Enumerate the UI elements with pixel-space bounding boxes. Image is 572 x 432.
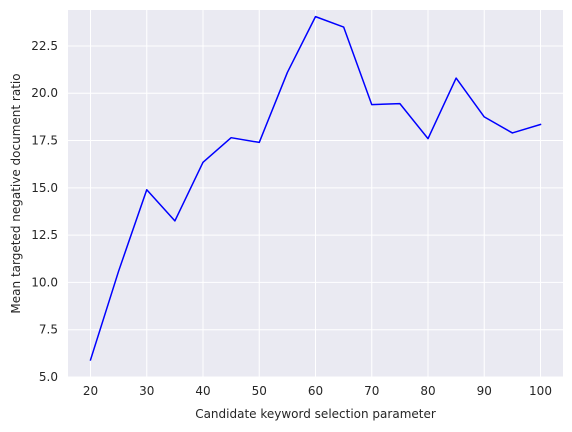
x-tick-label: 60 bbox=[308, 384, 323, 398]
x-axis-label: Candidate keyword selection parameter bbox=[195, 407, 436, 421]
x-tick-label: 40 bbox=[195, 384, 210, 398]
x-tick-label: 30 bbox=[139, 384, 154, 398]
y-axis-ticks: 5.0 7.5 10.0 12.5 15.0 17.5 20.0 22.5 bbox=[31, 39, 58, 384]
y-tick-label: 20.0 bbox=[31, 86, 58, 100]
series-layer bbox=[89, 15, 542, 361]
x-tick-label: 50 bbox=[252, 384, 267, 398]
x-tick-label: 20 bbox=[83, 384, 98, 398]
y-tick-label: 5.0 bbox=[39, 370, 58, 384]
x-axis-ticks: 20 30 40 50 60 70 80 90 100 bbox=[83, 384, 552, 398]
y-tick-label: 7.5 bbox=[39, 323, 58, 337]
x-tick-label: 80 bbox=[420, 384, 435, 398]
x-tick-label: 90 bbox=[477, 384, 492, 398]
y-tick-label: 10.0 bbox=[31, 275, 58, 289]
x-tick-label: 100 bbox=[529, 384, 552, 398]
grid-lines bbox=[68, 10, 563, 378]
y-tick-label: 12.5 bbox=[31, 228, 58, 242]
y-tick-label: 15.0 bbox=[31, 181, 58, 195]
y-tick-label: 17.5 bbox=[31, 134, 58, 148]
y-axis-label: Mean targeted negative document ratio bbox=[9, 73, 23, 313]
y-tick-label: 22.5 bbox=[31, 39, 58, 53]
series-line bbox=[89, 15, 542, 361]
x-tick-label: 70 bbox=[364, 384, 379, 398]
